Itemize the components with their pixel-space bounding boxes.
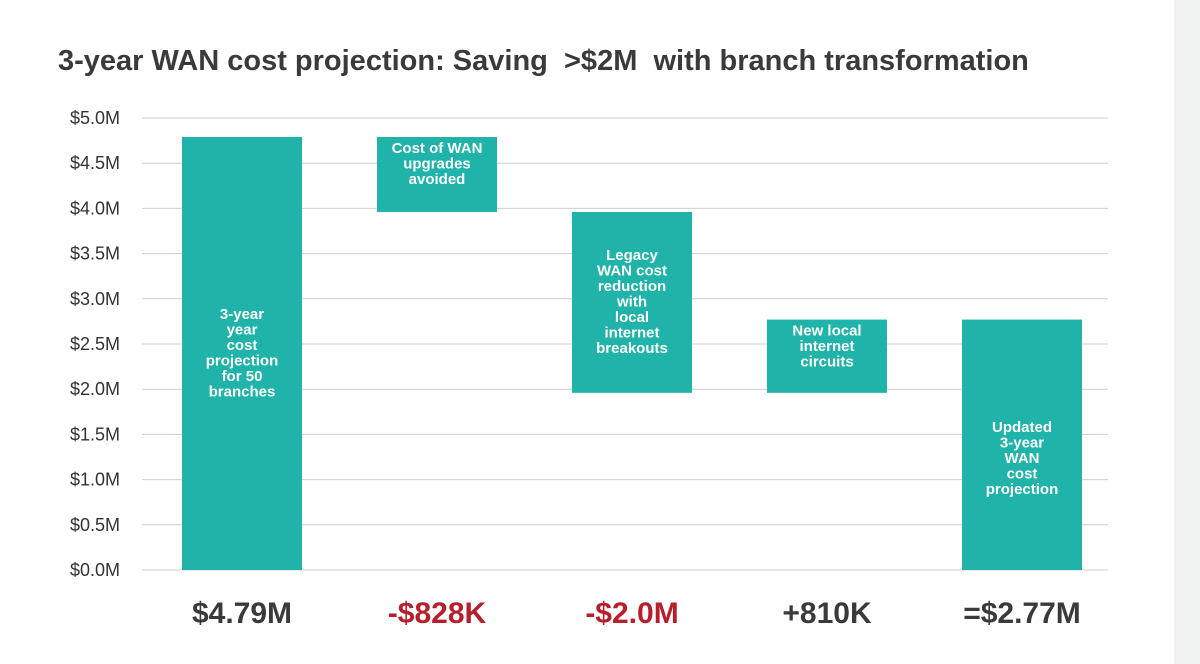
bar-label-line: for 50: [222, 368, 263, 385]
y-tick-label: $1.0M: [70, 470, 120, 490]
bar-label-line: WAN cost: [597, 263, 667, 280]
y-tick-label: $4.5M: [70, 153, 120, 173]
bar-label-line: 3-year: [220, 306, 264, 323]
y-tick-label: $4.0M: [70, 198, 120, 218]
bar: [962, 319, 1082, 570]
bar-label-line: Cost of WAN: [392, 140, 483, 157]
bar: [182, 136, 302, 570]
bar-label: Cost of WAN upgrades avoided: [392, 140, 483, 188]
y-tick-label: $5.0M: [70, 108, 120, 128]
y-axis-ticks: $0.0M $0.5M $1.0M $1.5M $2.0M $2.5M $3.0M $3.5M…: [70, 108, 120, 580]
bar-label-line: branches: [209, 383, 276, 400]
y-tick-label: $0.0M: [70, 560, 120, 580]
value-label: +810K: [782, 597, 872, 630]
bar-label-line: New local: [792, 323, 861, 340]
bar-label-line: cost: [1007, 466, 1038, 483]
bars: 3-year year cost projection for 50 branchesCo…: [182, 136, 1082, 570]
bar-label-line: cost: [227, 337, 258, 354]
bar-label-line: local: [615, 309, 649, 326]
bar-label-line: WAN: [1005, 450, 1040, 467]
bar-label-line: upgrades: [403, 155, 471, 172]
bar-label-line: 3-year: [1000, 435, 1044, 452]
value-label: -$2.0M: [585, 597, 678, 630]
bar-label: 3-year year cost projection for 50 branches: [206, 306, 279, 401]
right-edge-strip: [1174, 0, 1200, 664]
bar-label: Legacy WAN cost reduction with local internet…: [596, 247, 668, 357]
value-labels: $4.79M -$828K -$2.0M +810K =$2.77M: [192, 597, 1081, 630]
bar: [377, 136, 497, 213]
bar-group: New local internet circuits: [767, 319, 887, 393]
bar-label-line: breakouts: [596, 340, 668, 357]
gridlines: [142, 117, 1108, 571]
value-label: $4.79M: [192, 597, 292, 630]
y-tick-label: $1.5M: [70, 424, 120, 444]
bar-group: 3-year year cost projection for 50 branches: [182, 136, 302, 570]
y-tick-label: $2.5M: [70, 334, 120, 354]
bar-label-line: avoided: [409, 171, 466, 188]
chart-title: 3-year WAN cost projection: Saving >$2M …: [58, 45, 1029, 77]
value-label: =$2.77M: [963, 597, 1081, 630]
bar: [572, 212, 692, 393]
bar-label-line: projection: [206, 352, 279, 369]
bar-label-line: Updated: [992, 419, 1052, 436]
bar-group: Cost of WAN upgrades avoided: [377, 136, 497, 213]
bar-label-line: Legacy: [606, 247, 658, 264]
y-tick-label: $2.0M: [70, 379, 120, 399]
bar-label-line: year: [227, 321, 258, 338]
y-tick-label: $3.0M: [70, 289, 120, 309]
bar-label: New local internet circuits: [792, 323, 861, 371]
bar-group: Updated 3-year WAN cost projection: [962, 319, 1082, 570]
bar-group: Legacy WAN cost reduction with local internet…: [572, 212, 692, 393]
value-label: -$828K: [388, 597, 487, 630]
y-tick-label: $3.5M: [70, 244, 120, 264]
bar: [767, 319, 887, 393]
bar-label-line: projection: [986, 481, 1059, 498]
bar-label-line: internet: [604, 325, 659, 342]
y-tick-label: $0.5M: [70, 515, 120, 535]
bar-label-line: with: [616, 294, 647, 311]
bar-label-line: circuits: [800, 354, 853, 371]
bar-label: Updated 3-year WAN cost projection: [986, 419, 1059, 498]
bar-label-line: reduction: [598, 278, 666, 295]
bar-label-line: internet: [799, 338, 854, 355]
